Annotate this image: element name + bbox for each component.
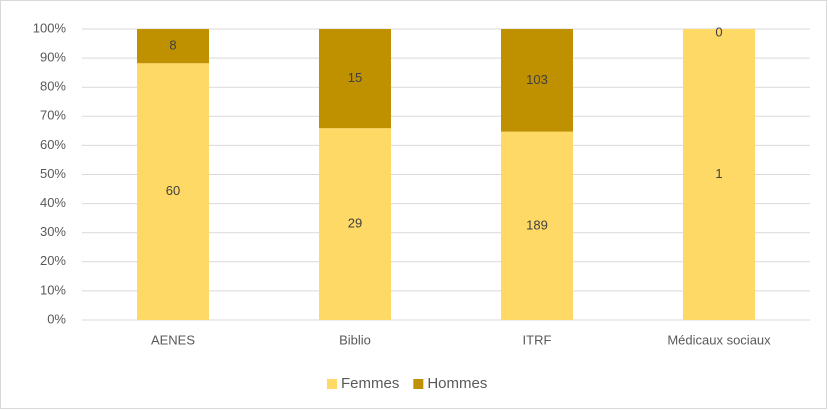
y-tick-label: 0% [47,311,66,326]
bar-segment [683,29,755,320]
bar-segment [319,128,391,320]
x-tick-label: Biblio [339,332,371,347]
y-tick-label: 50% [40,166,66,181]
bar-segment [501,131,573,320]
legend-swatch [413,379,424,389]
y-tick-label: 60% [40,137,66,152]
bar-segment [137,29,209,64]
data-label: 1 [715,166,722,181]
data-label: 60 [166,183,180,198]
x-tick-label: AENES [151,332,195,347]
data-label: 0 [715,24,722,39]
y-tick-label: 10% [40,282,66,297]
legend-swatch [327,379,337,389]
bar-segment [501,29,573,132]
y-tick-label: 30% [40,224,66,239]
data-label: 8 [169,38,176,53]
y-tick-label: 40% [40,195,66,210]
bar-segment [137,63,209,321]
bar-segment [319,29,391,129]
x-tick-label: Médicaux sociaux [667,332,771,347]
x-tick-label: ITRF [523,332,552,347]
y-tick-label: 20% [40,253,66,268]
y-tick-label: 70% [40,108,66,123]
y-tick-label: 100% [33,20,67,35]
data-label: 29 [348,216,362,231]
legend-label: Hommes [427,375,487,392]
y-tick-label: 80% [40,79,66,94]
data-label: 189 [526,217,548,232]
legend-label: Femmes [341,375,399,392]
data-label: 15 [348,70,362,85]
data-label: 103 [526,72,548,87]
y-tick-label: 90% [40,50,66,65]
